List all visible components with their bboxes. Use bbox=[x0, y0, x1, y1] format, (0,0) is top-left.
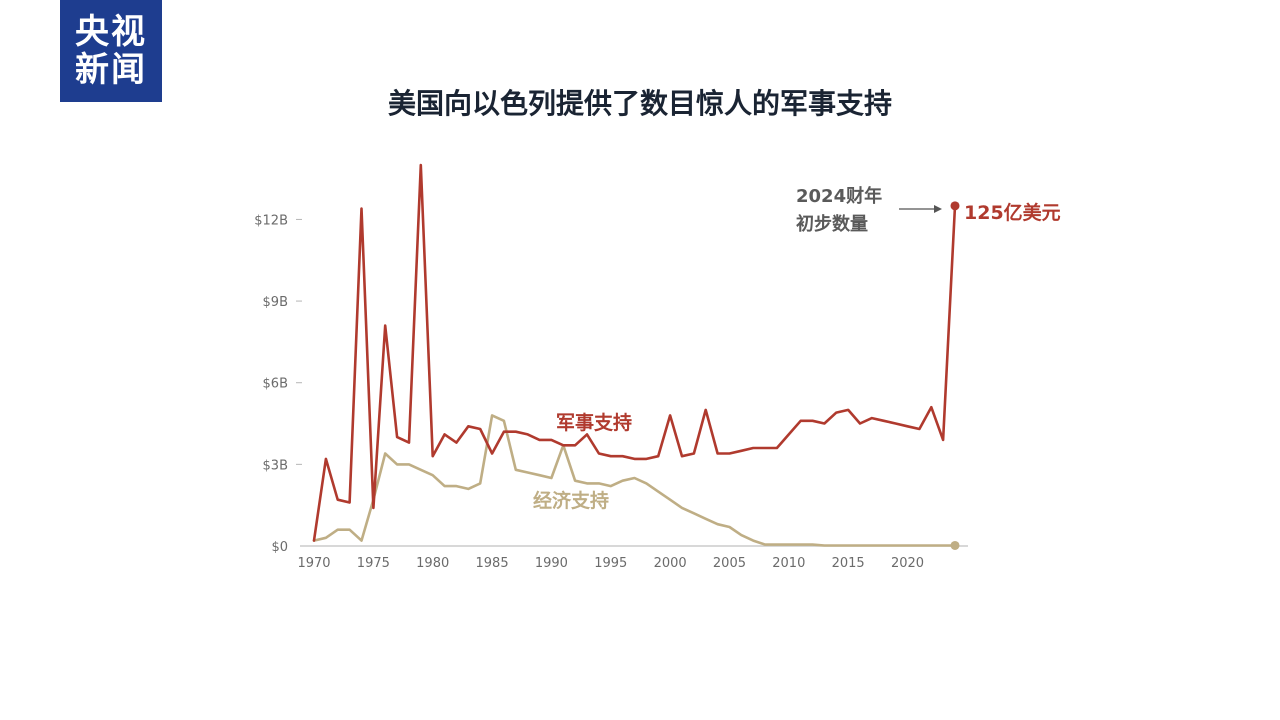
y-tick-label: $3B bbox=[263, 458, 288, 473]
cctv-news-logo: 央视 新闻 bbox=[60, 0, 162, 102]
annotation-value-label: 125亿美元 bbox=[964, 201, 1061, 224]
chart-title: 美国向以色列提供了数目惊人的军事支持 bbox=[387, 87, 892, 120]
military-end-point bbox=[950, 201, 960, 211]
series-layer bbox=[312, 163, 960, 550]
y-tick-label: $9B bbox=[263, 295, 288, 310]
military-series-line bbox=[312, 163, 957, 542]
economic-series-line bbox=[312, 414, 957, 547]
logo-line1: 央视 bbox=[75, 12, 147, 52]
military-series-label: 军事支持 bbox=[556, 411, 632, 434]
x-tick-label: 1990 bbox=[535, 556, 568, 571]
annotation-arrow-head bbox=[934, 205, 942, 213]
annotation-line2: 初步数量 bbox=[796, 213, 868, 235]
x-tick-label: 2010 bbox=[772, 556, 805, 571]
logo-line2: 新闻 bbox=[75, 50, 147, 90]
axis-layer: $0 $3B $6B $9B $12B 1970 1975 1980 1985 1990 1995 2… bbox=[254, 213, 968, 571]
x-tick-label: 2015 bbox=[832, 556, 865, 571]
x-tick-label: 1975 bbox=[357, 556, 390, 571]
x-tick-label: 2005 bbox=[713, 556, 746, 571]
y-tick-label: $6B bbox=[263, 377, 288, 392]
y-tick-label: $12B bbox=[254, 213, 288, 228]
x-tick-label: 1995 bbox=[594, 556, 627, 571]
x-tick-label: 1970 bbox=[297, 556, 330, 571]
x-tick-label: 2020 bbox=[891, 556, 924, 571]
annotation-line1: 2024财年 bbox=[796, 185, 882, 207]
economic-series-label: 经济支持 bbox=[533, 489, 609, 512]
x-tick-label: 1980 bbox=[416, 556, 449, 571]
y-tick-label: $0 bbox=[271, 540, 288, 555]
x-tick-label: 1985 bbox=[476, 556, 509, 571]
economic-end-point bbox=[950, 540, 960, 550]
x-tick-label: 2000 bbox=[654, 556, 687, 571]
label-layer: 军事支持 经济支持 2024财年 初步数量 125亿美元 bbox=[533, 185, 1061, 512]
